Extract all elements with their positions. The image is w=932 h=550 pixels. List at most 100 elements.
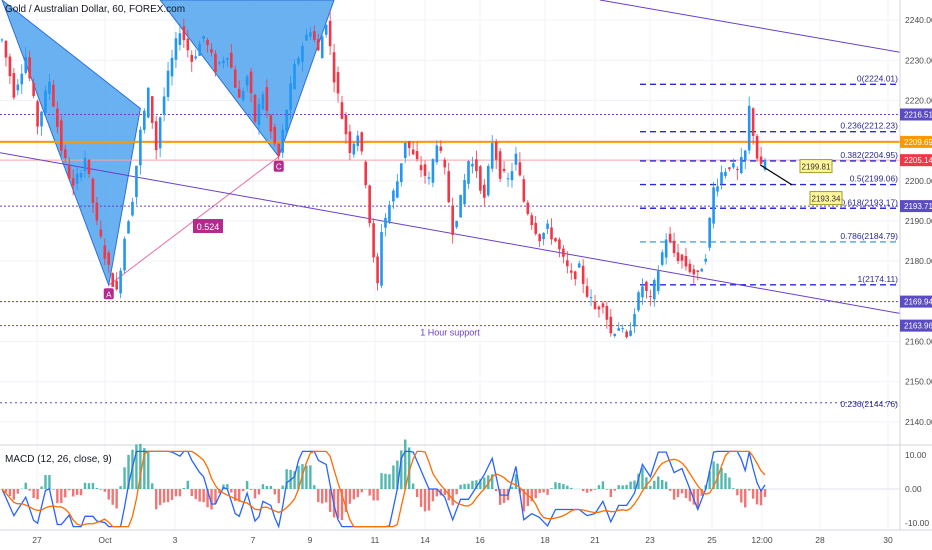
macd-histogram-bar [340,489,344,521]
macd-histogram-bar [487,475,490,489]
macd-histogram-bar [653,480,656,489]
candle-body [514,153,518,165]
candle-body [52,84,55,107]
macd-histogram-bar [178,489,182,497]
candle-body [376,256,379,284]
callout-label-1: 2199.81 [802,163,831,172]
candle-body [293,63,296,90]
macd-histogram-bar [147,451,150,489]
candle-body [656,271,660,292]
macd-histogram-bar [562,484,565,489]
candle-body [210,49,213,53]
candle-body [506,178,510,180]
candle-body [174,38,178,60]
candle-body [601,303,605,308]
macd-histogram-bar [305,465,308,489]
candle-body [190,54,194,62]
fib-label: 0.618(2193.17) [840,197,898,207]
macd-histogram-bar [158,489,162,506]
candle-body [233,69,237,88]
price-tag-label: 2209.69 [904,138,932,147]
candle-body [123,238,126,271]
candle-body [119,270,122,294]
candle-body [411,149,415,155]
macd-title: MACD (12, 26, close, 9) [5,454,112,465]
macd-histogram-bar [621,485,624,489]
callout-label-2: 2193.34 [812,195,841,204]
candle-body [415,151,419,160]
point-c-badge [273,160,284,172]
macd-histogram-bar [633,480,636,489]
candle-body [542,232,545,240]
macd-histogram-bar [238,489,241,502]
macd-histogram-bar [79,489,83,496]
macd-histogram-bar [277,489,280,504]
macd-histogram-bar [28,489,31,491]
candle-body [241,91,245,101]
macd-histogram-bar [380,473,383,489]
macd-histogram-bar [538,489,541,493]
fib-label: 0.382(2204.95) [840,150,898,160]
macd-histogram-bar [684,489,688,499]
macd-histogram-bar [593,489,597,490]
candle-body [684,256,688,267]
macd-histogram-bar [423,489,427,512]
macd-histogram-bar [400,450,403,489]
macd-histogram-bar [451,489,454,506]
candle-body [32,82,35,96]
price-tag [900,154,932,167]
macd-histogram-bar [32,489,35,499]
macd-histogram-bar [435,489,439,497]
macd-histogram-bar [585,489,589,493]
macd-histogram-bar [744,489,747,508]
candle-body [265,87,269,112]
macd-histogram-bar [542,489,545,493]
candle-body [186,38,190,51]
candle-body [566,260,569,267]
candle-body [332,52,336,83]
macd-histogram-bar [427,489,431,511]
macd-histogram-bar [190,489,193,497]
macd-histogram-bar [154,489,158,510]
candle-body [103,245,107,259]
candle-body [645,281,648,292]
candle-body [455,220,458,228]
price-tick-label: 2200.00 [905,176,932,186]
macd-histogram-bar [404,439,407,489]
candle-body [257,103,261,125]
macd-histogram-bar [321,489,324,504]
macd-histogram-bar [455,489,458,495]
candle-body [427,177,431,179]
macd-histogram-bar [668,489,672,491]
candle-body [550,227,553,240]
candle-body [301,45,304,62]
macd-tick-label: 10.00 [905,450,927,460]
candle-body [285,109,288,132]
macd-histogram-bar [8,489,12,497]
candle-body [720,172,723,184]
candle-body [546,223,549,229]
candle-body [91,178,95,203]
macd-histogram-bar [392,465,395,489]
candle-body [360,132,364,152]
macd-histogram-bar [680,489,684,494]
candle-body [724,171,727,176]
macd-histogram-bar [210,489,213,510]
macd-histogram-bar [123,467,126,489]
candle-body [569,270,573,273]
macd-histogram-bar [202,489,205,503]
macd-histogram-bar [502,489,506,503]
macd-histogram-bar [206,489,209,508]
macd-histogram-bar [87,483,91,489]
macd-histogram-bar [637,473,640,489]
macd-histogram-bar [230,489,233,493]
candle-body [348,131,352,153]
macd-histogram-bar [443,489,446,496]
candle-body [28,57,31,79]
candle-body [135,165,138,198]
candle-body [759,156,763,164]
macd-histogram-bar [720,467,723,489]
macd-histogram-bar [257,489,261,495]
candle-body [494,141,498,160]
macd-histogram-bar [52,489,55,490]
